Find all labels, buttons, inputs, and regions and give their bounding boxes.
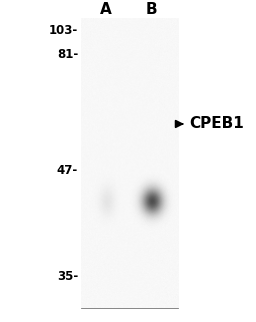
Text: A: A	[100, 2, 112, 17]
Text: 47-: 47-	[57, 164, 78, 177]
Text: 35-: 35-	[57, 270, 78, 283]
Text: 103-: 103-	[49, 24, 78, 37]
Bar	[81, 18, 178, 308]
Text: B: B	[145, 2, 157, 17]
Text: CPEB1: CPEB1	[189, 117, 244, 131]
Text: 81-: 81-	[57, 48, 78, 61]
